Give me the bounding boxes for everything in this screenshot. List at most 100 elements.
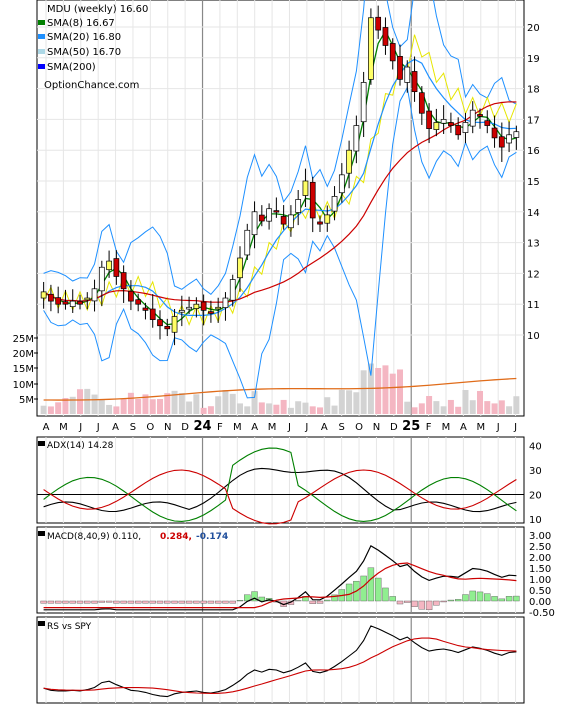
candle-body — [186, 306, 192, 310]
candle-body — [113, 258, 120, 277]
candle-body — [389, 43, 396, 62]
macd-histogram-bar — [105, 600, 113, 603]
volume-bar — [186, 401, 193, 414]
candle-body — [120, 272, 127, 290]
volume-bar — [469, 400, 476, 414]
macd-histogram-bar — [40, 600, 47, 604]
macd-histogram-bar — [367, 567, 375, 602]
candle-body — [251, 211, 258, 236]
month-tick-label: A — [321, 422, 328, 433]
volume-bar — [287, 407, 294, 414]
rs-series — [43, 625, 517, 698]
volume-bar — [389, 373, 396, 414]
adx-tick-label: 40 — [529, 442, 542, 453]
candle-body — [448, 122, 454, 126]
candle-body — [411, 71, 418, 93]
volume-bar — [178, 393, 185, 414]
candle-body — [324, 214, 331, 224]
month-tick-label: J — [513, 422, 517, 433]
macd-histogram-bar — [476, 591, 484, 602]
macd-label: MACD(8,40,9) 0.110, — [47, 532, 141, 542]
volume-bar — [106, 404, 113, 414]
volume-bar — [215, 396, 222, 414]
candle-body — [397, 55, 403, 80]
candle-body — [55, 297, 62, 305]
volume-bar — [513, 396, 520, 414]
candle-body — [77, 300, 83, 305]
candle-body — [462, 122, 469, 133]
macd-histogram-bar — [149, 600, 156, 604]
candle-body — [498, 136, 505, 148]
macd-histogram-bar — [142, 600, 149, 604]
candle-body — [331, 196, 338, 212]
adx-tick-label: 10 — [529, 515, 542, 526]
volume-bar — [440, 406, 447, 414]
month-tick-label: D — [181, 422, 189, 433]
volume-bar — [295, 401, 302, 414]
rs-label: RS vs SPY — [47, 622, 92, 632]
macd-histogram-bar — [113, 600, 120, 604]
macd-histogram-bar — [404, 600, 411, 603]
candle-body — [215, 306, 222, 310]
macd-histogram-bar — [374, 577, 382, 602]
macd-histogram-bar — [258, 596, 266, 602]
price-tick-label: 14 — [527, 208, 540, 219]
volume-bar — [157, 398, 163, 414]
macd-histogram-bar — [433, 600, 440, 606]
volume-bar — [418, 403, 425, 414]
legend-swatch-sma8 — [38, 20, 45, 25]
macd-histogram-bar — [324, 599, 331, 602]
month-tick-label: S — [338, 422, 344, 433]
month-tick-label: A — [112, 422, 119, 433]
candle-body — [128, 290, 134, 302]
macd-histogram-bar — [382, 587, 389, 602]
macd-histogram-bar — [447, 599, 455, 602]
macd-histogram-bar — [469, 590, 476, 602]
candle-body — [484, 120, 491, 126]
volume-bars — [40, 363, 520, 414]
legend-sma8: SMA(8) 16.67 — [47, 18, 115, 29]
candle-body — [171, 316, 178, 333]
legend-swatch-sma50 — [38, 49, 45, 54]
month-tick-label: N — [164, 422, 171, 433]
volume-bar — [229, 393, 236, 414]
volume-bar — [135, 398, 142, 414]
price-tick-label: 18 — [527, 85, 540, 96]
macd-hist-label: -0.174 — [196, 532, 228, 542]
volume-bar — [200, 407, 207, 414]
month-tick-label: M — [59, 422, 68, 433]
volume-bar — [40, 405, 47, 414]
axes: A M J J A S O N D 24 F M A M J J A S O N D 25 F M A M J J1011121314… — [13, 23, 555, 619]
volume-bar — [98, 399, 105, 414]
month-tick-label: J — [96, 422, 100, 433]
candle-body — [513, 131, 520, 138]
candle-body — [142, 307, 149, 311]
macd-histogram-bar — [360, 575, 367, 602]
candle-body — [368, 17, 374, 80]
month-tick-label: F — [217, 422, 223, 433]
macd-histogram-bar — [200, 600, 207, 604]
macd-histogram-bar — [309, 600, 316, 604]
macd-tick-label: 1.00 — [529, 575, 551, 586]
volume-bar — [55, 402, 62, 414]
month-tick-label: D — [390, 422, 398, 433]
adx-label: ADX(14) 14.28 — [47, 441, 114, 451]
macd-histogram-bar — [454, 599, 462, 602]
volume-bar — [251, 391, 258, 414]
macd-histogram-bar — [76, 600, 84, 604]
volume-bar — [62, 398, 69, 414]
macd-histogram-bar — [440, 600, 447, 603]
candle-body — [353, 125, 360, 152]
volume-bar — [266, 403, 273, 414]
month-tick-label: S — [130, 422, 136, 433]
price-tick-label: 12 — [527, 269, 540, 280]
price-tick-label: 11 — [527, 300, 540, 311]
volume-bar — [273, 404, 280, 414]
volume-tick-label: 20M — [13, 349, 34, 360]
price-tick-label: 13 — [527, 239, 540, 250]
candle-body — [426, 110, 432, 129]
candlesticks — [40, 5, 520, 346]
macd-histogram-bar — [164, 600, 171, 604]
macd-histogram-bar — [251, 591, 258, 602]
